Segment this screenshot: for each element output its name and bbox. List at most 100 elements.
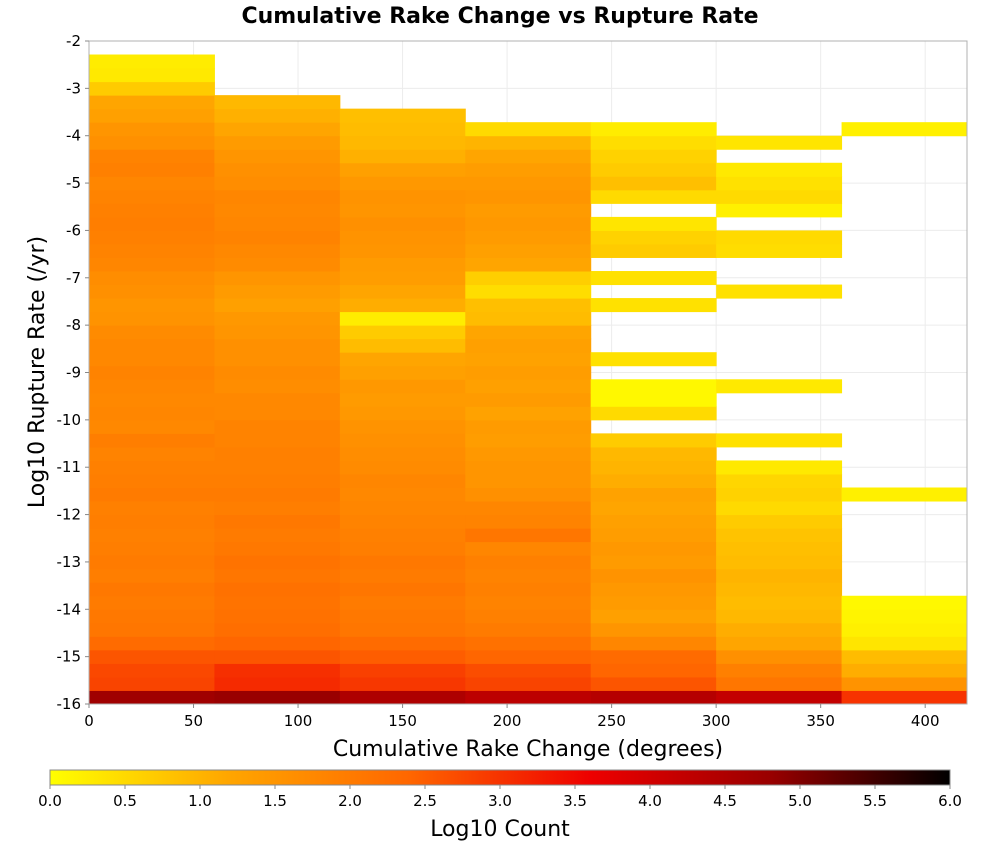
heatmap-cell [465, 446, 592, 461]
heatmap-cell [214, 636, 341, 651]
heatmap-cell [89, 487, 215, 502]
heatmap-cell [590, 446, 717, 461]
x-tick-label: 100 [284, 712, 313, 730]
heatmap-cell [590, 636, 717, 651]
heatmap-cell [339, 284, 466, 299]
heatmap-cell [716, 663, 843, 678]
heatmap-cell [465, 149, 592, 164]
heatmap-cell [339, 216, 466, 231]
heatmap-cell [89, 352, 215, 367]
colorbar-ticks: 0.0 0.5 1.0 1.5 2.0 2.5 3.0 3.5 4.0 4.5 5.0 5.5 6.0 [38, 785, 962, 810]
heatmap-cells [89, 54, 968, 705]
heatmap-cell [465, 135, 592, 150]
heatmap-cell [339, 419, 466, 434]
heatmap-cell [89, 122, 215, 137]
heatmap-cell [716, 595, 843, 610]
heatmap-cell [339, 433, 466, 448]
heatmap-cell [214, 433, 341, 448]
heatmap-cell [590, 582, 717, 597]
heatmap-cell [716, 649, 843, 664]
heatmap-cell [716, 230, 843, 245]
heatmap-cell [465, 365, 592, 380]
heatmap-cell [89, 663, 215, 678]
heatmap-cell [89, 243, 215, 258]
heatmap-cell [214, 203, 341, 218]
heatmap-cell [465, 419, 592, 434]
heatmap-cell [590, 595, 717, 610]
heatmap-cell [89, 446, 215, 461]
heatmap-cell [339, 365, 466, 380]
heatmap-cell [465, 528, 592, 543]
heatmap-cell [89, 528, 215, 543]
heatmap-cell [89, 95, 215, 110]
heatmap-cell [214, 487, 341, 502]
heatmap-cell [214, 419, 341, 434]
heatmap-cell [89, 555, 215, 570]
heatmap-cell [214, 392, 341, 407]
heatmap-cell [465, 473, 592, 489]
heatmap-cell [590, 473, 717, 489]
heatmap-cell [590, 528, 717, 543]
heatmap-cell [716, 433, 843, 448]
x-tick-label: 0 [84, 712, 94, 730]
heatmap-cell [465, 487, 592, 502]
heatmap-cell [339, 271, 466, 286]
heatmap-cell [465, 122, 592, 137]
heatmap-cell [465, 311, 592, 326]
heatmap-cell [590, 271, 717, 286]
y-tick-label: -9 [66, 364, 81, 382]
heatmap-cell [339, 122, 466, 137]
heatmap-cell [89, 189, 215, 204]
heatmap-cell [590, 676, 717, 691]
heatmap-cell [214, 325, 341, 340]
heatmap-cell [214, 243, 341, 258]
heatmap-cell [465, 555, 592, 570]
heatmap-cell [465, 216, 592, 231]
heatmap-cell [89, 473, 215, 489]
y-tick-label: -10 [57, 411, 82, 429]
colorbar-tick-label: 0.0 [38, 792, 62, 810]
heatmap-cell [465, 433, 592, 448]
heatmap-cell [89, 257, 215, 272]
heatmap-cell [339, 528, 466, 543]
heatmap-cell [590, 663, 717, 678]
heatmap-cell [89, 271, 215, 286]
heatmap-cell [339, 135, 466, 150]
heatmap-cell [214, 568, 341, 583]
heatmap-cell [841, 622, 968, 637]
heatmap-cell [590, 216, 717, 231]
y-axis-ticks: -2 -3 -4 -5 -6 -7 -8 -9 -10 -11 -12 -13 -14 -15 -16 [57, 32, 89, 713]
heatmap-cell [716, 203, 843, 218]
heatmap-cell [214, 379, 341, 394]
colorbar-tick-label: 1.5 [263, 792, 287, 810]
heatmap-cell [339, 568, 466, 583]
heatmap-cell [89, 419, 215, 434]
heatmap-cell [214, 352, 341, 367]
heatmap-cell [214, 446, 341, 461]
heatmap-cell [590, 230, 717, 245]
colorbar-tick-label: 4.0 [638, 792, 662, 810]
heatmap-cell [716, 636, 843, 651]
heatmap-cell [214, 95, 341, 110]
y-tick-label: -2 [66, 32, 81, 50]
heatmap-cell [339, 676, 466, 691]
heatmap-cell [89, 68, 215, 83]
heatmap-cell [590, 501, 717, 516]
heatmap-cell [89, 541, 215, 556]
heatmap-cell [841, 636, 968, 651]
heatmap-cell [89, 406, 215, 421]
heatmap-cell [590, 189, 717, 204]
heatmap-cell [339, 582, 466, 597]
heatmap-cell [214, 528, 341, 543]
heatmap-cell [465, 406, 592, 421]
heatmap-cell [339, 257, 466, 272]
heatmap-cell [465, 352, 592, 367]
heatmap-cell [590, 487, 717, 502]
heatmap-cell [716, 460, 843, 475]
heatmap-cell [339, 311, 466, 326]
heatmap-cell [339, 406, 466, 421]
y-tick-label: -11 [57, 458, 82, 476]
heatmap-cell [590, 243, 717, 258]
heatmap-cell [465, 271, 592, 286]
x-axis-ticks: 0 50 100 150 200 250 300 350 400 [84, 704, 940, 730]
